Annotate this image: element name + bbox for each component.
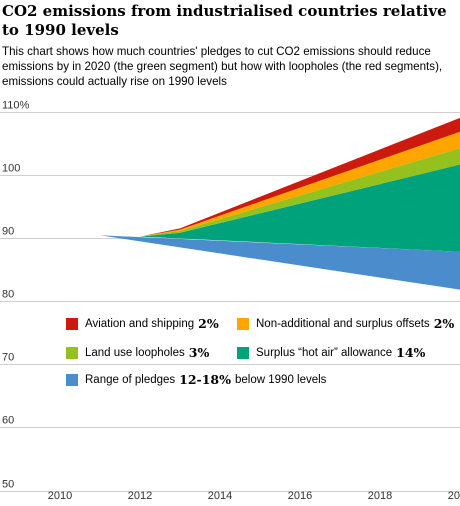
legend-pledges-label: Range of pledges (85, 373, 176, 386)
legend-land-use: Land use loopholes 3% (66, 345, 209, 360)
area-series-0 (140, 164, 460, 252)
y-tick-label-50: 50 (2, 479, 14, 491)
x-tick-label-2012: 2012 (128, 490, 152, 502)
x-tick-label-2010: 2010 (48, 490, 72, 502)
axis-ticks: 110% 100 90 80 70 60 50 2010 2012 2014 2016 2018 202… (2, 100, 460, 503)
legend-hot-air: Surplus “hot air” allowance 14% (237, 345, 425, 360)
chart-title: CO2 emissions from industrialised countr… (2, 2, 447, 39)
y-tick-label-70: 70 (2, 352, 14, 364)
chart-areas (60, 117, 460, 290)
y-tick-label-90: 90 (2, 226, 14, 238)
y-tick-label-100: 100 (2, 163, 20, 175)
legend-offsets-pct: 2% (433, 316, 455, 331)
legend-offsets-swatch (237, 317, 249, 330)
legend-pledges: Range of pledges 12-18% below 1990 level… (66, 372, 326, 387)
legend-aviation-swatch (66, 317, 78, 330)
y-tick-label-60: 60 (2, 415, 14, 427)
legend-land-use-label: Land use loopholes (85, 346, 185, 359)
area-range-of-pledges (60, 232, 460, 290)
x-tick-label-2020: 2020 (448, 490, 460, 502)
legend-aviation-pct: 2% (198, 316, 219, 331)
legend-hot-air-swatch (237, 346, 249, 359)
legend-hot-air-pct: 14% (396, 345, 426, 360)
legend-aviation: Aviation and shipping 2% (66, 316, 219, 331)
y-tick-label-110: 110% (2, 100, 30, 112)
legend-pledges-pct: 12-18% (179, 372, 232, 387)
legend-pledges-swatch (66, 373, 78, 386)
legend-aviation-label: Aviation and shipping (85, 317, 195, 330)
legend-pledges-suffix: below 1990 levels (235, 373, 327, 386)
y-tick-label-80: 80 (2, 289, 14, 301)
legend-offsets: Non-additional and surplus offsets 2% (237, 316, 454, 331)
x-tick-label-2016: 2016 (288, 490, 312, 502)
x-tick-label-2018: 2018 (368, 490, 392, 502)
legend-land-use-pct: 3% (188, 345, 210, 360)
legend-hot-air-label: Surplus “hot air” allowance (256, 346, 393, 359)
x-tick-label-2014: 2014 (208, 490, 232, 502)
chart-subtitle: This chart shows how much countries' ple… (2, 45, 443, 88)
legend-land-use-swatch (66, 346, 78, 359)
legend-offsets-label: Non-additional and surplus offsets (256, 317, 430, 330)
